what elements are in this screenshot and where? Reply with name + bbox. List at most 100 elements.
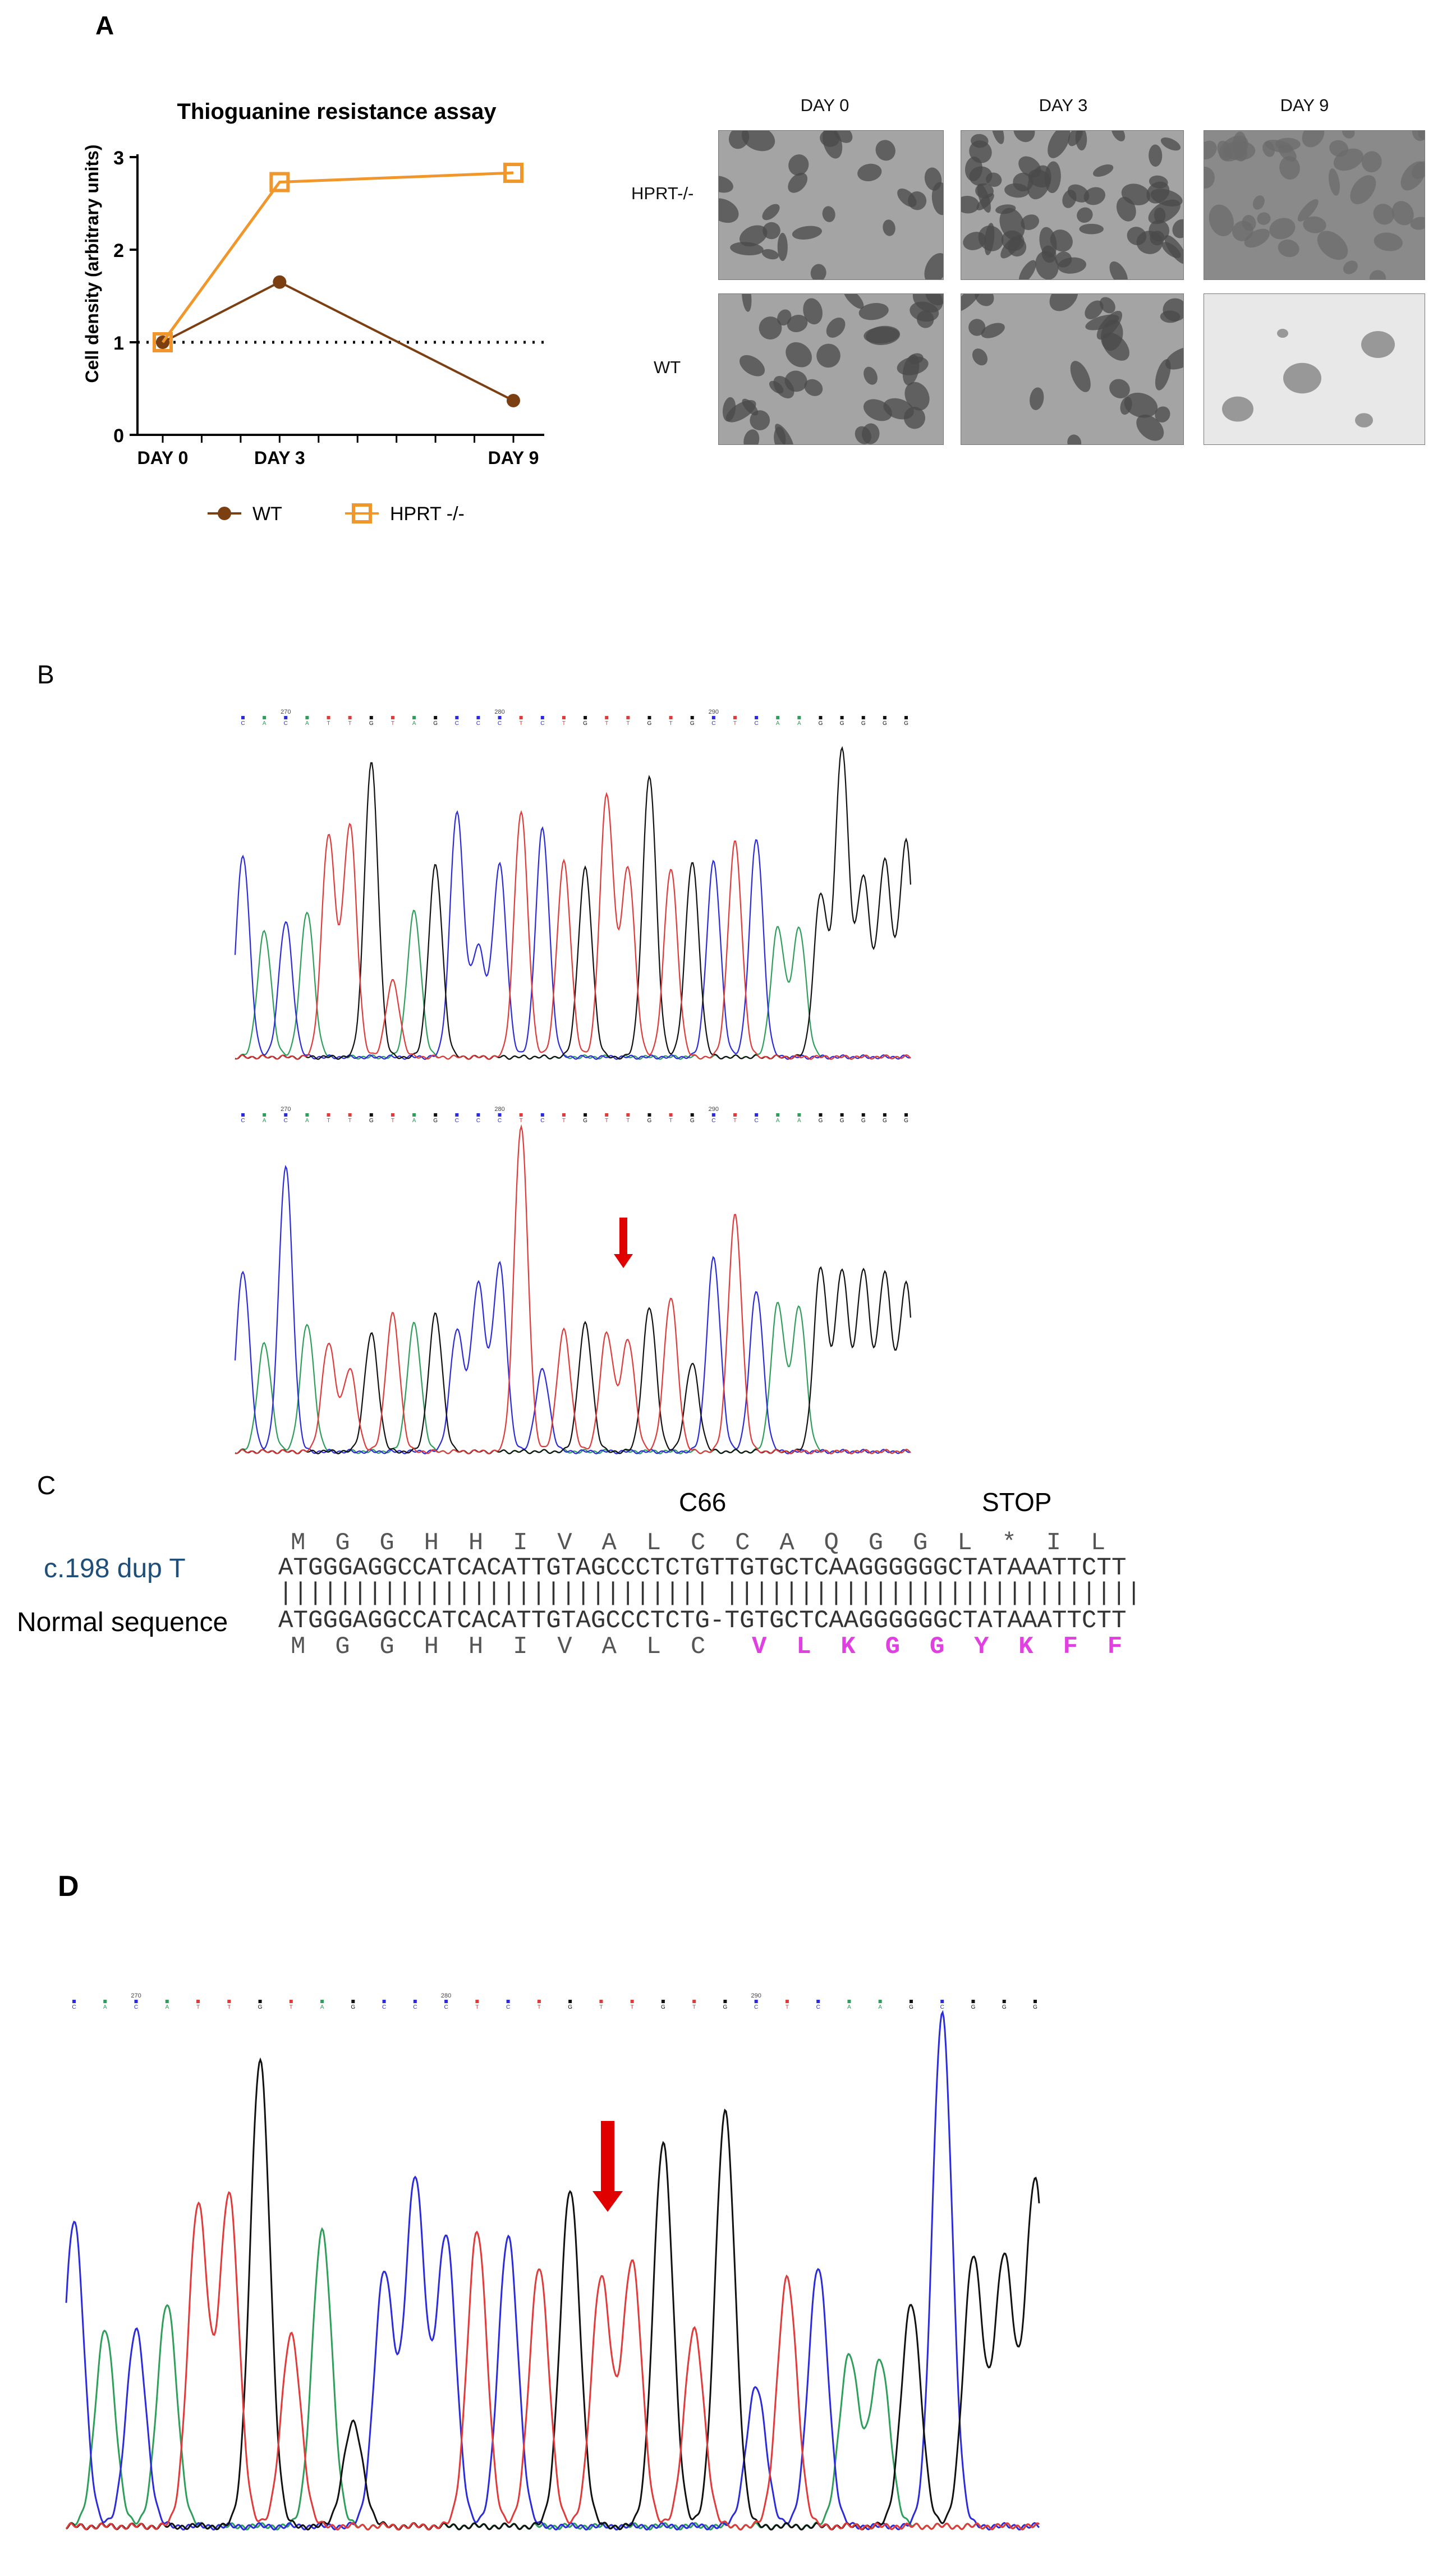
position-tick: 280 xyxy=(441,1992,451,1999)
cell-shape xyxy=(1373,204,1394,225)
thioguanine-line-chart: Thioguanine resistance assay Cell densit… xyxy=(82,99,544,525)
base-call-dot xyxy=(971,2000,975,2003)
base-call-dot xyxy=(305,1113,309,1117)
cell-shape xyxy=(1279,156,1300,180)
cell-shape xyxy=(999,208,1025,241)
cell-shape xyxy=(1164,235,1183,264)
data-point xyxy=(269,172,290,192)
trace-C xyxy=(234,810,911,1060)
base-call-dot xyxy=(819,1113,823,1117)
cell-shape xyxy=(964,157,982,181)
base-call-label: G xyxy=(819,720,823,727)
base-call-label: T xyxy=(475,2004,479,2010)
trace-T xyxy=(235,792,911,1060)
cell-shape xyxy=(1048,131,1071,158)
x-tick-label: DAY 0 xyxy=(137,448,189,468)
cell-shape xyxy=(1083,187,1105,205)
cell-shape xyxy=(1283,362,1321,394)
base-call-dot xyxy=(909,2000,913,2003)
cell-shape xyxy=(991,131,1004,144)
cell-shape xyxy=(1124,392,1158,418)
cell-shape xyxy=(1209,204,1234,237)
base-call-label: T xyxy=(391,1118,394,1124)
base-call-dot xyxy=(506,2000,510,2003)
base-call-label: C xyxy=(444,2004,448,2010)
cell-shape xyxy=(978,225,1004,251)
cell-shape xyxy=(1163,298,1183,322)
base-call-dot xyxy=(263,716,267,719)
base-call-label: C xyxy=(413,2004,417,2010)
base-call-label: T xyxy=(196,2004,200,2010)
cell-shape xyxy=(722,397,736,422)
base-call-label: T xyxy=(669,1118,673,1124)
cell-shape xyxy=(1077,207,1093,223)
base-call-label: C xyxy=(506,2004,510,2010)
cell-shape xyxy=(864,327,899,344)
base-call-label: C xyxy=(754,720,758,727)
base-call-dot xyxy=(661,2000,665,2003)
cell-shape xyxy=(1410,217,1425,230)
position-tick: 290 xyxy=(751,1992,761,1999)
base-call-dot xyxy=(434,716,438,719)
data-point xyxy=(507,393,520,407)
cell-shape xyxy=(924,253,943,279)
cell-shape xyxy=(761,249,779,260)
position-tick: 290 xyxy=(709,709,719,715)
cell-shape xyxy=(1223,141,1256,160)
cell-shape xyxy=(822,206,835,222)
cell-shape xyxy=(843,294,864,309)
base-call-label: A xyxy=(878,2004,882,2010)
base-call-label: T xyxy=(348,720,352,727)
base-call-dot xyxy=(241,716,245,719)
base-call-dot xyxy=(599,2000,603,2003)
base-call-dot xyxy=(348,716,352,719)
base-call-dot xyxy=(103,2000,107,2003)
base-call-label: T xyxy=(669,720,673,727)
cell-shape xyxy=(975,294,994,306)
cell-shape xyxy=(1328,168,1340,196)
base-call-label: C xyxy=(284,1118,288,1124)
cell-shape xyxy=(1079,223,1104,235)
base-call-dot xyxy=(475,2000,479,2003)
base-call-dot xyxy=(434,1113,438,1117)
base-call-label: G xyxy=(583,1118,587,1124)
base-call-label: A xyxy=(165,2004,169,2010)
base-call-label: T xyxy=(327,1118,330,1124)
base-call-label: A xyxy=(797,1118,801,1124)
base-call-dot xyxy=(134,2000,138,2003)
base-call-dot xyxy=(348,1113,352,1117)
cell-shape xyxy=(1342,131,1355,139)
base-call-dot xyxy=(630,2000,634,2003)
base-call-dot xyxy=(241,1113,245,1117)
base-call-dot xyxy=(797,716,801,719)
micrograph-hprt-day3 xyxy=(961,130,1184,280)
base-call-label: G xyxy=(861,720,866,727)
series-line-1 xyxy=(161,171,514,343)
base-call-dot xyxy=(284,716,288,719)
cell-shape xyxy=(1018,260,1036,279)
base-call-label: T xyxy=(626,1118,630,1124)
cell-shape xyxy=(1391,201,1414,226)
micrograph-wt-day0 xyxy=(718,293,944,445)
base-call-label: A xyxy=(797,720,801,727)
col-label-day0: DAY 0 xyxy=(800,95,849,115)
cell-shape xyxy=(810,264,826,279)
base-call-dot xyxy=(711,1113,715,1117)
cell-shape xyxy=(804,379,823,396)
base-call-label: A xyxy=(263,720,267,727)
base-call-dot xyxy=(455,716,459,719)
cell-shape xyxy=(759,316,782,340)
cell-shape xyxy=(1269,218,1296,240)
cell-shape xyxy=(883,219,895,236)
micrograph-wt-day9 xyxy=(1204,293,1425,445)
chromatogram-patient: 270 280 290 C A C A T T G T A G C C C T C T G T T G T G C T C A A G G G G… xyxy=(234,1106,912,1455)
base-call-dot xyxy=(476,716,480,719)
panel-label-c: C xyxy=(37,1471,56,1500)
base-call-dot xyxy=(537,2000,541,2003)
base-call-dot xyxy=(626,1113,630,1117)
cell-shape xyxy=(981,323,1005,338)
data-point xyxy=(153,332,173,352)
base-call-dot xyxy=(816,2000,820,2003)
base-call-label: T xyxy=(290,2004,293,2010)
cell-shape xyxy=(925,294,943,306)
